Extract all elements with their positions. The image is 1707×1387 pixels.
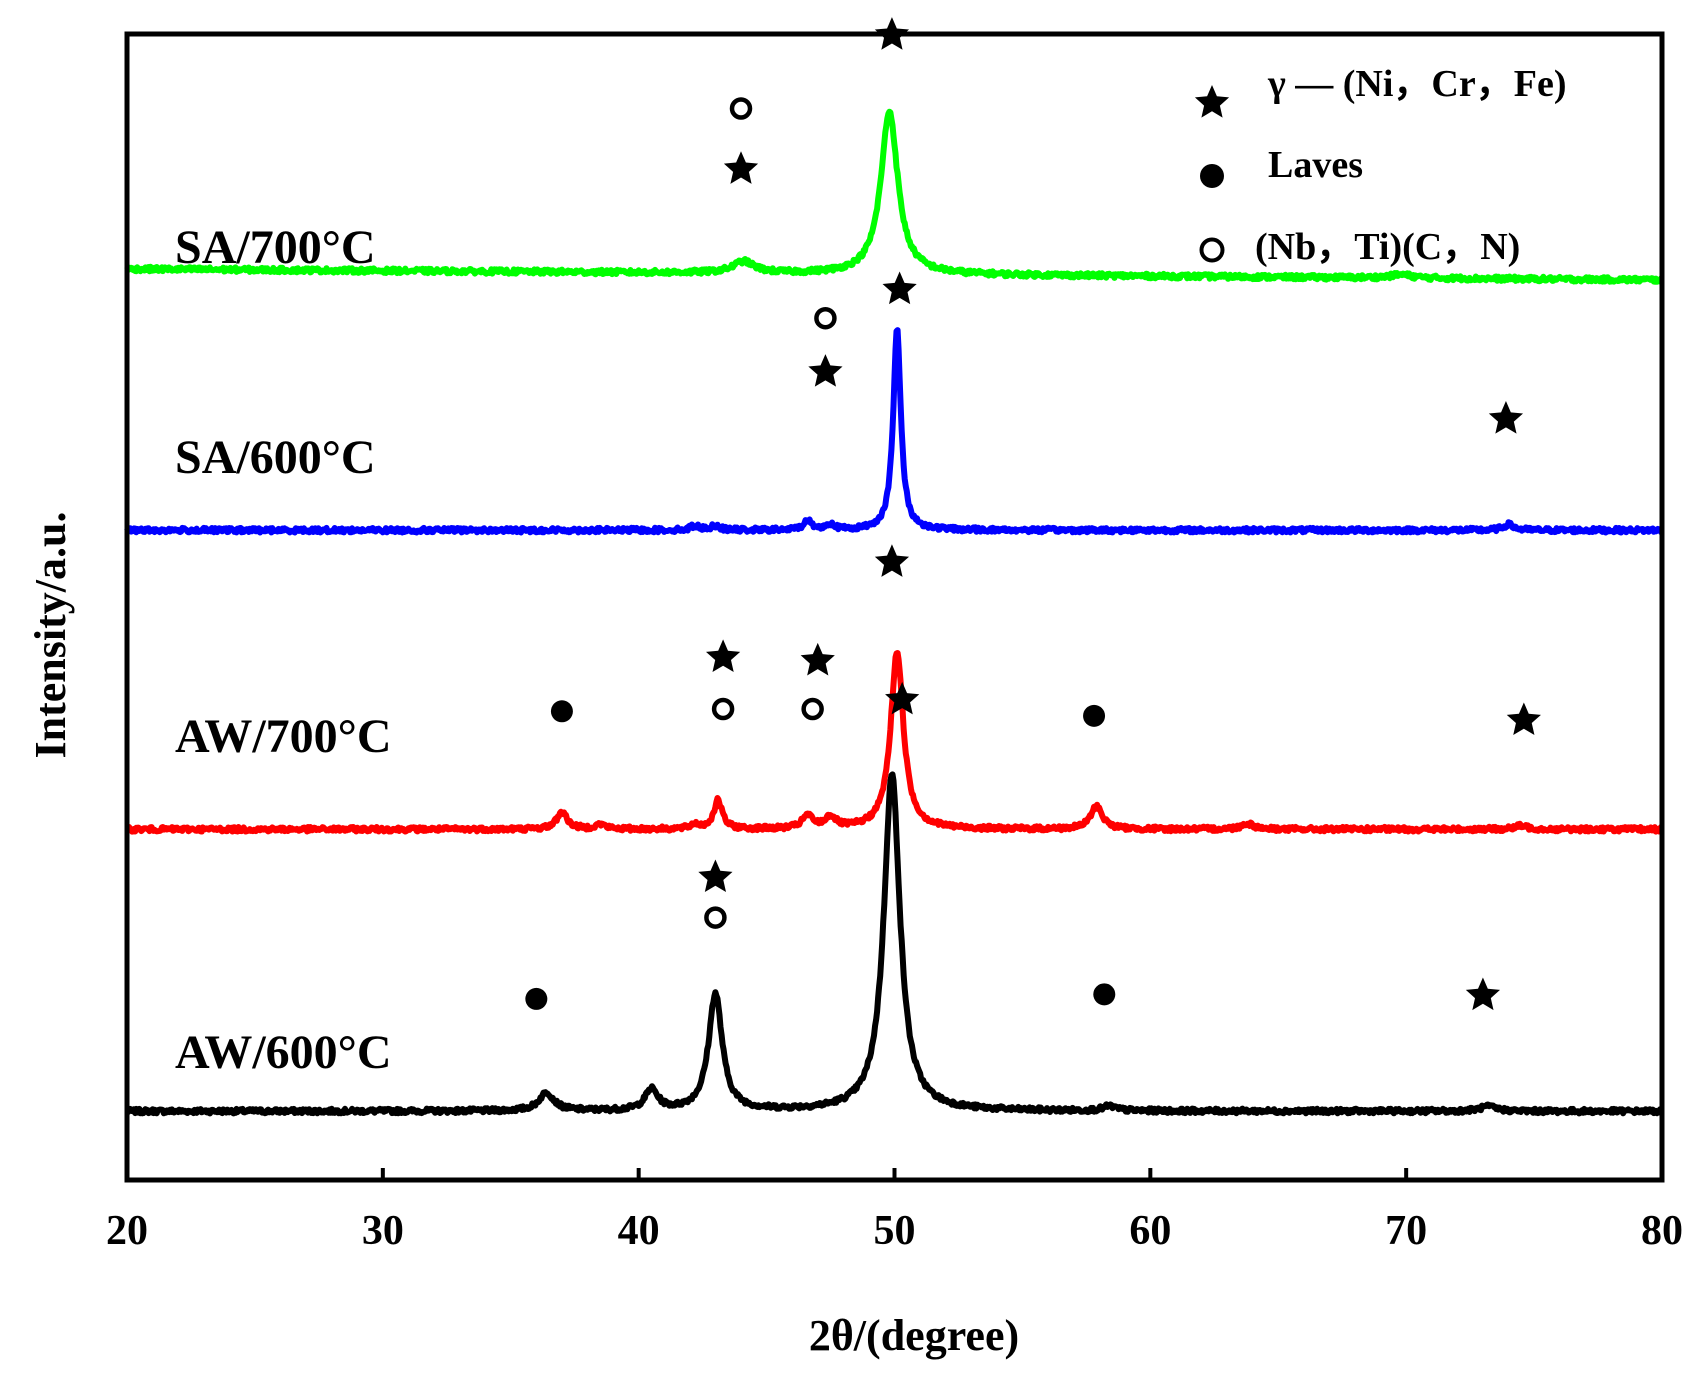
gamma-star-icon xyxy=(808,354,843,387)
x-tick-label: 20 xyxy=(106,1208,148,1254)
legend-star-icon xyxy=(1194,85,1230,118)
series-label: AW/700°C xyxy=(175,710,392,763)
x-tick-label: 30 xyxy=(362,1208,404,1254)
marker-layer xyxy=(525,17,1541,1011)
legend-open-circle-icon xyxy=(1199,237,1225,263)
series-line xyxy=(124,108,1665,285)
y-axis-label: Intensity/a.u. xyxy=(26,512,75,759)
laves-dot-icon xyxy=(1083,704,1106,727)
carbonitride-ring-icon xyxy=(704,906,727,929)
gamma-star-icon xyxy=(882,271,917,305)
legend-label-carbonitride: (Nb，Ti)(C，N) xyxy=(1255,226,1520,268)
carbonitride-ring-icon xyxy=(801,697,824,721)
series-layer xyxy=(124,108,1665,1117)
x-tick-label: 50 xyxy=(874,1208,916,1254)
gamma-star-icon xyxy=(800,642,835,676)
carbonitride-ring-icon xyxy=(729,97,753,120)
legend-label-laves: Laves xyxy=(1268,144,1363,186)
x-tick-label: 70 xyxy=(1385,1208,1427,1254)
gamma-star-icon xyxy=(1488,401,1524,434)
series-label: SA/700°C xyxy=(175,221,376,274)
gamma-star-icon xyxy=(1506,702,1541,736)
gamma-star-icon xyxy=(705,639,741,673)
series-label: SA/600°C xyxy=(175,431,376,484)
laves-dot-icon xyxy=(550,700,573,723)
gamma-star-icon xyxy=(723,151,759,184)
x-axis-label: 2θ/(degree) xyxy=(809,1311,1019,1360)
legend-filled-circle-icon xyxy=(1200,164,1224,188)
gamma-star-icon xyxy=(698,859,733,893)
gamma-star-icon xyxy=(1465,977,1501,1011)
laves-dot-icon xyxy=(1093,983,1116,1006)
x-tick-label: 80 xyxy=(1641,1208,1683,1254)
legend-label-gamma: γ — (Ni，Cr，Fe) xyxy=(1267,63,1566,105)
gamma-star-icon xyxy=(874,544,910,577)
x-axis-ticks: 20 30 40 50 60 70 80 xyxy=(106,1168,1683,1254)
carbonitride-ring-icon xyxy=(814,306,837,330)
series-line xyxy=(124,327,1665,536)
x-tick-label: 60 xyxy=(1129,1208,1171,1254)
legend: γ — (Ni，Cr，Fe) Laves (Nb，Ti)(C，N) xyxy=(1194,63,1566,268)
plot-frame xyxy=(124,31,1665,1183)
series-label-layer: AW/600°C AW/700°C SA/600°C SA/700°C xyxy=(175,221,392,1079)
series-line xyxy=(125,650,1664,835)
carbonitride-ring-icon xyxy=(711,697,735,721)
x-tick-label: 40 xyxy=(618,1208,660,1254)
laves-dot-icon xyxy=(525,987,548,1010)
series-label: AW/600°C xyxy=(175,1026,392,1079)
series-line xyxy=(124,771,1665,1117)
